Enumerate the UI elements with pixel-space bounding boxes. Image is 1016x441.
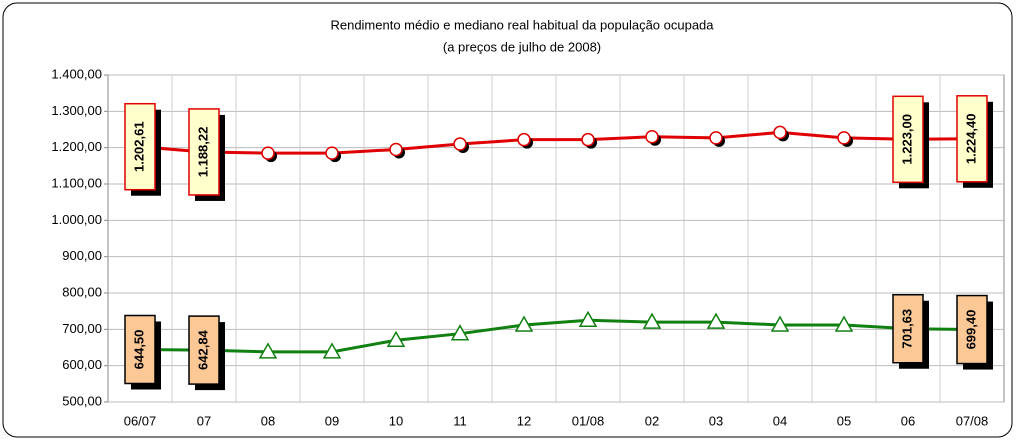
marker — [773, 125, 787, 140]
x-tick-label: 06 — [901, 413, 915, 428]
marker — [834, 315, 854, 332]
data-label: 699,40 — [963, 310, 978, 350]
y-tick-label: 600,00 — [62, 357, 102, 372]
marker — [642, 312, 662, 329]
label-box — [188, 108, 220, 196]
y-tick-label: 800,00 — [62, 284, 102, 299]
x-tick-label: 12 — [517, 413, 531, 428]
data-label: 1.223,00 — [899, 114, 914, 165]
series-line — [139, 130, 973, 155]
y-tick-label: 1.100,00 — [51, 175, 102, 190]
label-box — [956, 95, 988, 183]
y-tick-label: 500,00 — [62, 393, 102, 408]
label-box — [124, 102, 156, 191]
x-tick-label: 03 — [709, 413, 723, 428]
chart-subtitle: (a preços de julho de 2008) — [443, 39, 601, 54]
data-label: 1.188,22 — [195, 127, 210, 178]
x-tick-label: 06/07 — [124, 413, 157, 428]
marker — [706, 312, 726, 329]
marker — [322, 342, 342, 359]
x-tick-label: 08 — [261, 413, 275, 428]
label-box — [892, 293, 924, 364]
marker — [578, 310, 598, 327]
data-label: 642,84 — [195, 329, 210, 370]
label-box — [124, 314, 156, 385]
data-label: 1.202,61 — [131, 121, 146, 172]
label-box — [188, 315, 220, 385]
chart-title: Rendimento médio e mediano real habitual… — [330, 17, 714, 32]
marker — [450, 324, 470, 341]
x-tick-label: 11 — [453, 413, 467, 428]
marker — [645, 130, 659, 144]
label-box — [956, 294, 988, 365]
x-tick-label: 05 — [837, 413, 851, 428]
series-line — [139, 318, 973, 354]
label-box — [892, 95, 924, 184]
marker — [389, 142, 403, 157]
data-label: 1.224,40 — [963, 113, 978, 164]
marker — [517, 132, 531, 147]
x-tick-label: 01/08 — [572, 413, 605, 428]
marker — [770, 315, 790, 332]
y-tick-label: 1.200,00 — [51, 139, 102, 154]
data-label: 644,50 — [131, 330, 146, 370]
x-tick-label: 07/08 — [956, 413, 989, 428]
marker — [258, 342, 278, 359]
y-tick-label: 1.000,00 — [51, 212, 102, 227]
marker — [709, 131, 723, 145]
x-tick-label: 07 — [197, 413, 211, 428]
data-label: 701,63 — [899, 309, 914, 349]
y-tick-label: 1.400,00 — [51, 66, 102, 81]
marker — [261, 146, 275, 160]
marker — [581, 132, 595, 147]
y-tick-label: 700,00 — [62, 321, 102, 336]
x-tick-label: 04 — [773, 413, 787, 428]
y-tick-label: 1.300,00 — [51, 103, 102, 118]
marker — [514, 315, 534, 332]
marker — [325, 146, 339, 160]
x-tick-label: 09 — [325, 413, 339, 428]
x-tick-label: 10 — [389, 413, 403, 428]
marker — [837, 131, 851, 145]
x-tick-label: 02 — [645, 413, 659, 428]
marker — [386, 330, 406, 347]
marker — [453, 137, 467, 151]
y-tick-label: 900,00 — [62, 248, 102, 263]
